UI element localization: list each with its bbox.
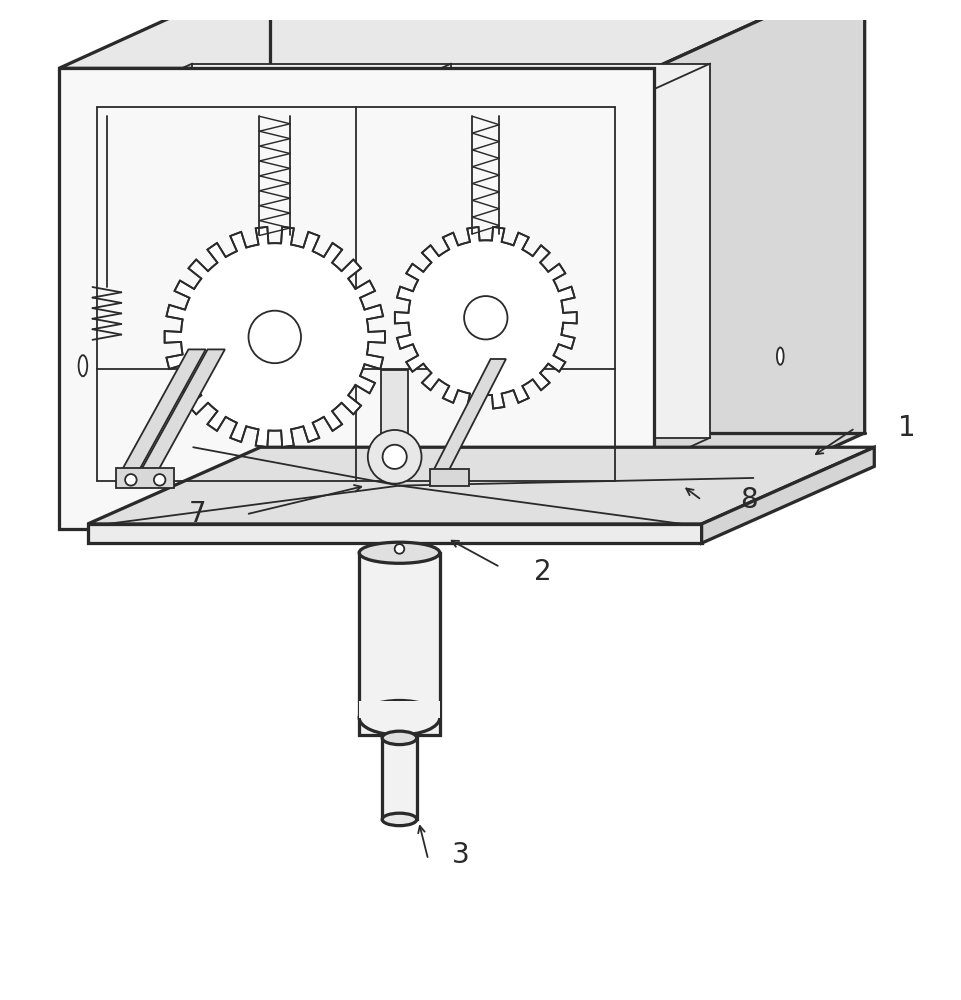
Text: 2: 2 [533,558,551,586]
Circle shape [367,430,421,484]
Polygon shape [121,349,206,471]
Polygon shape [701,447,874,543]
Polygon shape [116,468,174,488]
Ellipse shape [358,542,439,563]
Ellipse shape [358,700,439,735]
Text: 7: 7 [188,500,206,528]
Polygon shape [381,370,407,471]
Text: 8: 8 [739,486,757,514]
Text: 3: 3 [452,841,470,869]
Circle shape [394,544,404,554]
Circle shape [154,474,165,486]
Text: 1: 1 [898,414,915,442]
Polygon shape [59,0,864,68]
Ellipse shape [79,355,87,376]
Polygon shape [382,738,416,819]
Polygon shape [358,701,439,718]
Ellipse shape [776,347,783,365]
Polygon shape [382,725,416,728]
Polygon shape [87,524,701,543]
Ellipse shape [382,813,416,826]
Ellipse shape [382,731,416,745]
Circle shape [248,311,301,363]
Polygon shape [87,447,874,524]
Polygon shape [59,68,653,529]
Circle shape [382,445,407,469]
Polygon shape [432,359,505,471]
Polygon shape [430,469,469,486]
Circle shape [463,296,507,339]
Circle shape [125,474,136,486]
Polygon shape [192,64,709,438]
Polygon shape [140,349,225,471]
Polygon shape [394,227,577,409]
Polygon shape [164,227,384,447]
Polygon shape [358,553,439,735]
Polygon shape [653,0,864,529]
